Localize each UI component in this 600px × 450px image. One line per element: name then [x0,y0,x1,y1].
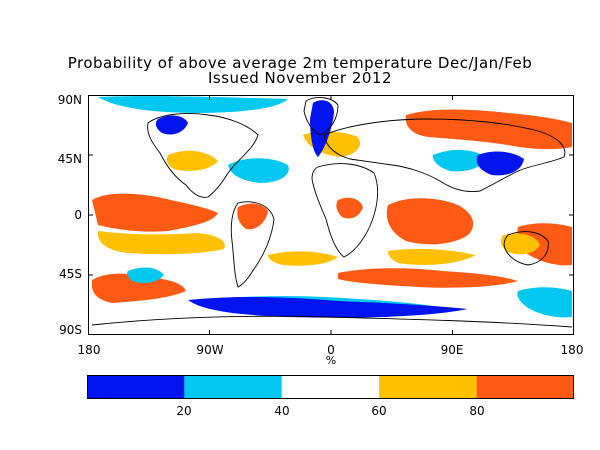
field-central-asia-low [432,149,486,172]
field-canada-low [155,115,188,135]
colorbar-bin-40-60 [281,375,380,399]
north-america-outline [147,112,259,198]
colorbar-bin-0-20 [87,375,185,399]
colorbar-bin-60-80 [379,375,477,399]
field-atlantic-mid [268,251,338,266]
south-america-outline [230,201,275,288]
colorbar [87,375,574,399]
unit-label: % [325,354,337,367]
y-tick-90s: 90S [59,323,82,337]
field-pacific-west-high [517,223,572,266]
field-south-east-low [517,287,572,318]
field-greenland-low [310,100,334,157]
colorbar-bin-80-100 [476,375,574,399]
colorbar-svg [87,375,574,399]
greenland-outline [303,97,339,136]
world-map [88,95,574,335]
field-antarctic-low [188,297,468,318]
map-ticks [88,95,574,335]
x-tick-0: 0 [327,343,335,357]
colorbar-tick-80: 80 [469,404,485,418]
field-south-america-high [237,203,268,230]
x-tick-90e: 90E [440,343,464,357]
field-indian-south-mid [388,248,476,265]
map-title: Probability of above average 2m temperat… [67,54,533,72]
probability-map-svg [88,95,574,335]
australia-outline [503,231,549,266]
colorbar-tick-20: 20 [176,404,192,418]
y-tick-45s: 45S [59,267,82,281]
colorbar-bin-20-40 [184,375,282,399]
field-indian-ocean-high [386,198,474,245]
field-pacific-east-high [92,193,218,232]
eurasia-outline [323,118,566,192]
y-tick-equator: 0 [74,208,82,222]
map-subtitle: Issued November 2012 [207,69,393,87]
x-tick-180e: 180 [560,343,584,357]
field-south-pacific-high [92,273,186,303]
field-pacific-cold-low [127,267,164,283]
field-arctic-low [98,96,288,113]
field-north-atlantic-low [228,158,289,183]
colorbar-tick-40: 40 [274,404,290,418]
x-tick-90w: 90W [196,343,224,357]
field-africa-high [336,197,363,219]
colorbar-tick-60: 60 [371,404,387,418]
field-siberia-low [476,151,524,176]
coastlines [91,97,573,328]
x-tick-180w: 180 [77,343,101,357]
field-tropical-pacific-mid [97,231,225,255]
y-tick-45n: 45N [57,152,82,166]
africa-outline [311,163,379,258]
antarctica-outline [91,315,573,328]
colorbar-bins [87,375,574,399]
field-australia-mid [501,233,540,255]
colorbar-frame [87,375,574,399]
field-southern-ocean-high [338,268,518,288]
y-tick-90n: 90N [57,93,82,107]
field-east-pacific-mid [166,150,218,171]
